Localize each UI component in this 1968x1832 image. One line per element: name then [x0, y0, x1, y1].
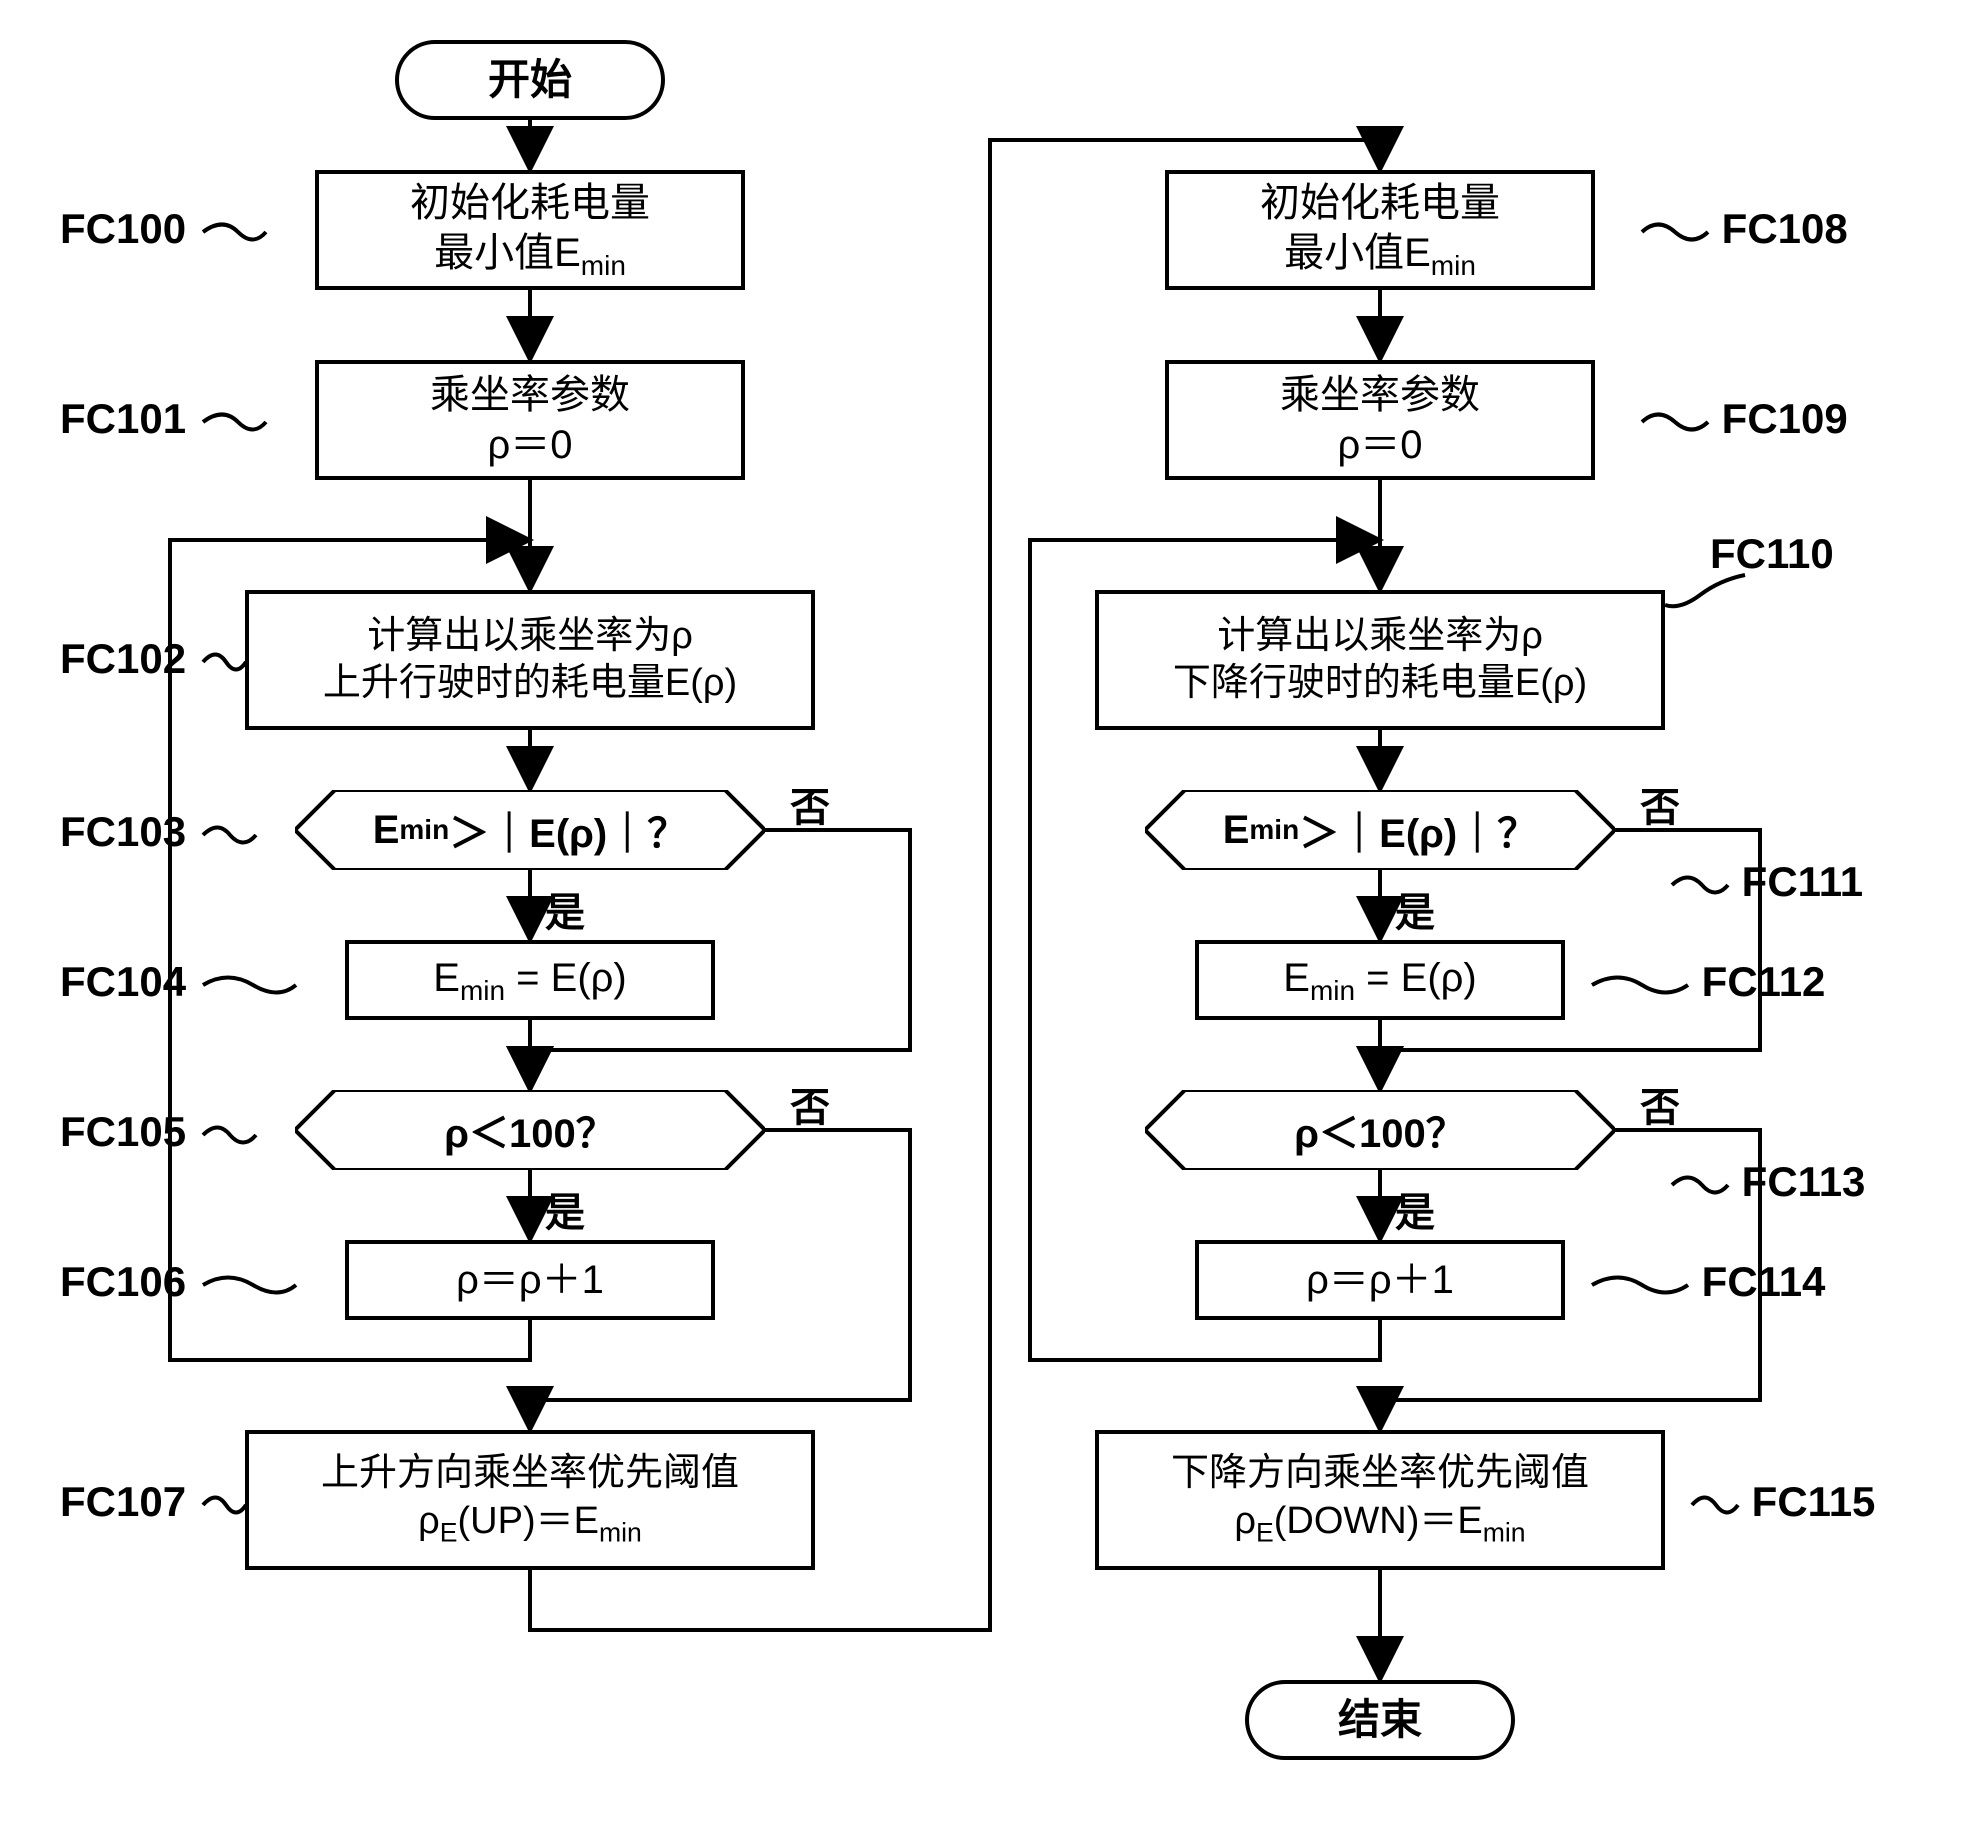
fc105-no: 否 [790, 1075, 830, 1133]
fc105-decision: ρ＜100？ [295, 1090, 765, 1170]
fc115-l2: ρE(DOWN)＝Emin [1234, 1498, 1525, 1550]
fc110-l2: 下降行驶时的耗电量E(ρ) [1173, 660, 1587, 708]
label-fc103: FC103 [60, 808, 258, 856]
fc107-box: 上升方向乘坐率优先阈值 ρE(UP)＝Emin [245, 1430, 815, 1570]
fc101-l2: ρ＝0 [488, 420, 573, 470]
fc114-text: ρ＝ρ＋1 [1306, 1255, 1454, 1305]
flowchart-diagram: 开始 初始化耗电量 最小值Emin 乘坐率参数 ρ＝0 计算出以乘坐率为ρ 上升… [30, 30, 1938, 1802]
fc113-decision: ρ＜100？ [1145, 1090, 1615, 1170]
fc101-l1: 乘坐率参数 [430, 370, 630, 420]
label-fc111: FC111 [1670, 858, 1863, 906]
fc111-yes: 是 [1395, 880, 1435, 938]
fc107-l1: 上升方向乘坐率优先阈值 [321, 1450, 739, 1498]
fc110-box: 计算出以乘坐率为ρ 下降行驶时的耗电量E(ρ) [1095, 590, 1665, 730]
fc103-no: 否 [790, 775, 830, 833]
end-terminal: 结束 [1245, 1680, 1515, 1760]
fc103-yes: 是 [545, 880, 585, 938]
end-text: 结束 [1338, 1694, 1422, 1747]
start-text: 开始 [488, 54, 572, 107]
fc113-no: 否 [1640, 1075, 1680, 1133]
fc108-box: 初始化耗电量 最小值Emin [1165, 170, 1595, 290]
fc106-box: ρ＝ρ＋1 [345, 1240, 715, 1320]
label-fc105: FC105 [60, 1108, 258, 1156]
fc105-yes: 是 [545, 1180, 585, 1238]
fc110-leader [1660, 570, 1750, 620]
fc108-l1: 初始化耗电量 [1260, 178, 1500, 228]
fc101-box: 乘坐率参数 ρ＝0 [315, 360, 745, 480]
fc107-l2: ρE(UP)＝Emin [418, 1498, 642, 1550]
fc102-l2: 上升行驶时的耗电量E(ρ) [323, 660, 737, 708]
start-terminal: 开始 [395, 40, 665, 120]
fc104-text: Emin = E(ρ) [433, 953, 626, 1008]
label-fc112: FC112 [1590, 958, 1825, 1006]
label-fc100: FC100 [60, 205, 268, 253]
label-fc107: FC107 [60, 1478, 248, 1526]
label-fc101: FC101 [60, 395, 268, 443]
label-fc106: FC106 [60, 1258, 298, 1306]
fc112-text: Emin = E(ρ) [1283, 953, 1476, 1008]
fc111-decision: Emin＞｜E(ρ)｜？ [1145, 790, 1615, 870]
label-fc102: FC102 [60, 635, 248, 683]
fc112-box: Emin = E(ρ) [1195, 940, 1565, 1020]
fc109-l1: 乘坐率参数 [1280, 370, 1480, 420]
fc113-yes: 是 [1395, 1180, 1435, 1238]
label-fc115: FC115 [1690, 1478, 1875, 1526]
fc110-l1: 计算出以乘坐率为ρ [1217, 613, 1543, 661]
fc100-l1: 初始化耗电量 [410, 178, 650, 228]
fc102-l1: 计算出以乘坐率为ρ [367, 613, 693, 661]
label-fc108: FC108 [1640, 205, 1848, 253]
fc108-l2: 最小值Emin [1284, 228, 1476, 283]
fc106-text: ρ＝ρ＋1 [456, 1255, 604, 1305]
label-fc104: FC104 [60, 958, 298, 1006]
fc100-l2: 最小值Emin [434, 228, 626, 283]
fc109-box: 乘坐率参数 ρ＝0 [1165, 360, 1595, 480]
label-fc114: FC114 [1590, 1258, 1825, 1306]
fc100-box: 初始化耗电量 最小值Emin [315, 170, 745, 290]
fc104-box: Emin = E(ρ) [345, 940, 715, 1020]
fc103-decision: Emin＞｜E(ρ)｜？ [295, 790, 765, 870]
fc109-l2: ρ＝0 [1338, 420, 1423, 470]
label-fc109: FC109 [1640, 395, 1848, 443]
fc115-box: 下降方向乘坐率优先阈值 ρE(DOWN)＝Emin [1095, 1430, 1665, 1570]
fc114-box: ρ＝ρ＋1 [1195, 1240, 1565, 1320]
fc115-l1: 下降方向乘坐率优先阈值 [1171, 1450, 1589, 1498]
fc111-no: 否 [1640, 775, 1680, 833]
label-fc113: FC113 [1670, 1158, 1865, 1206]
fc102-box: 计算出以乘坐率为ρ 上升行驶时的耗电量E(ρ) [245, 590, 815, 730]
